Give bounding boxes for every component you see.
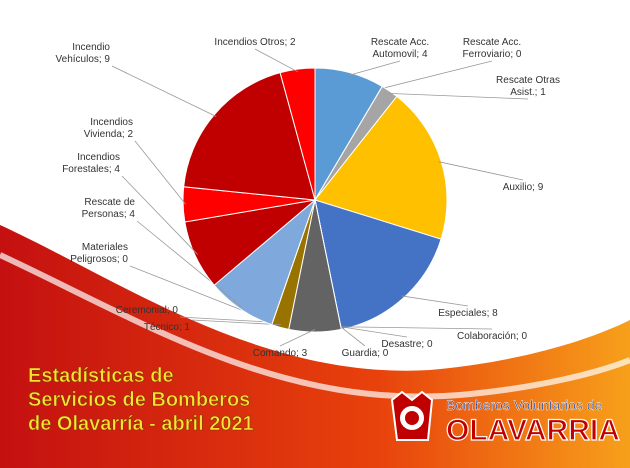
data-label: Desastre; 0 [381, 339, 433, 350]
data-label: Especiales; 8 [438, 308, 498, 319]
leader-line [279, 328, 316, 347]
leader-line [191, 319, 281, 326]
leader-line [438, 161, 524, 181]
pie: Rescate Acc. Automovil; 4 Rescate Acc. Ferr… [56, 37, 560, 359]
data-label: Rescate de Personas; 4 [82, 197, 136, 220]
leader-line [134, 140, 187, 205]
pie-slice [183, 72, 316, 201]
data-label: Incendios Vivienda; 2 [84, 117, 134, 140]
data-label: Incendios Forestales; 4 [62, 152, 120, 175]
leader-line [340, 326, 366, 347]
data-label: Rescate Acc. Ferroviario; 0 [463, 37, 522, 60]
org-line2: OLAVARRIA [446, 414, 620, 447]
data-label: Rescate Acc. Automovil; 4 [371, 37, 429, 60]
leader-line [254, 48, 298, 73]
data-label: Guardia; 0 [342, 348, 389, 359]
data-label: Rescate Otras Asist.; 1 [496, 75, 560, 98]
data-label: Ceremonial; 0 [116, 305, 179, 316]
leader-line [179, 316, 273, 323]
data-label: Comando; 3 [253, 348, 308, 359]
leader-line [401, 295, 469, 307]
leader-line [380, 60, 493, 90]
data-label: Materiales Peligrosos; 0 [70, 242, 128, 265]
leader-line [111, 65, 217, 117]
data-label: Técnico; 1 [144, 322, 191, 333]
leader-line [340, 326, 493, 330]
leader-line [388, 92, 529, 100]
swoosh [0, 225, 630, 468]
data-label: Colaboración; 0 [457, 331, 527, 342]
leader-line [136, 220, 243, 307]
leader-line [349, 60, 401, 76]
data-label: Auxilio; 9 [503, 182, 544, 193]
leader-line [340, 326, 408, 338]
pie-slice [314, 95, 448, 240]
data-label: Incendios Otros; 2 [214, 37, 296, 48]
chart-title: Estadísticas de Servicios de Bomberos de O… [28, 365, 254, 435]
org-line1: Bomberos Voluntarios de [446, 397, 603, 413]
data-label: Incendio Vehículos; 9 [56, 42, 111, 65]
leader-line [121, 175, 198, 255]
logo: Bomberos Voluntarios de OLAVARRIA [390, 390, 620, 448]
swoosh-line [0, 252, 630, 400]
pie-slice [279, 67, 316, 201]
